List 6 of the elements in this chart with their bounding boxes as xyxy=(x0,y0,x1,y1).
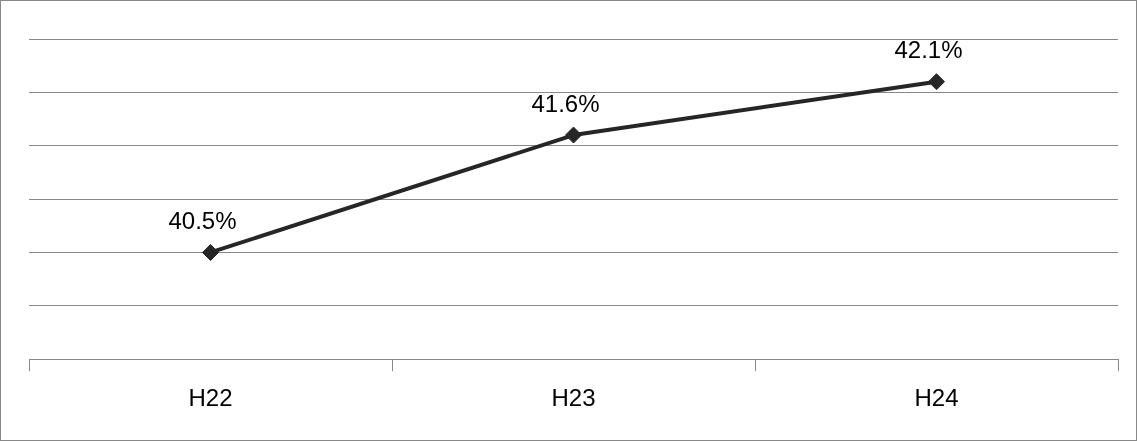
data-label: 41.6% xyxy=(531,89,600,117)
x-tick-label: H22 xyxy=(188,384,233,412)
data-label: 40.5% xyxy=(168,207,237,235)
data-label: 42.1% xyxy=(894,36,963,64)
x-tick-label: H23 xyxy=(551,384,596,412)
x-tick-label: H24 xyxy=(914,384,959,412)
